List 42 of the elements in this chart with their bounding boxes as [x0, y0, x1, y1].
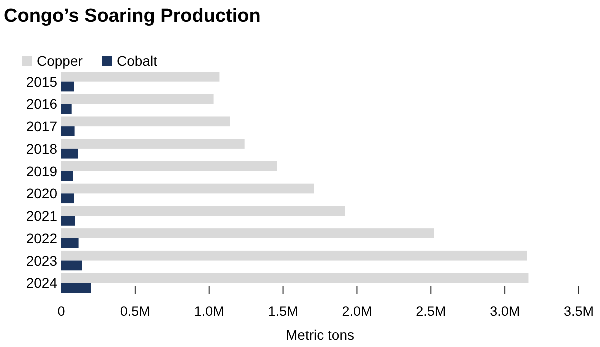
x-axis-title: Metric tons — [286, 327, 354, 343]
x-tick-label: 0.5M — [120, 304, 150, 319]
bar — [62, 139, 245, 149]
y-tick-label: 2024 — [26, 275, 58, 292]
legend-label: Cobalt — [117, 53, 158, 69]
y-tick-label: 2016 — [26, 96, 58, 112]
bar — [62, 238, 79, 248]
y-tick-label: 2023 — [26, 252, 58, 269]
x-tick-label: 3.0M — [490, 304, 520, 319]
y-tick-label: 2020 — [26, 186, 58, 202]
bar — [62, 104, 72, 114]
y-tick-label: 2015 — [26, 74, 58, 90]
bar — [62, 184, 314, 194]
bar — [62, 194, 74, 204]
x-tick-label: 1.0M — [194, 304, 224, 319]
bar — [62, 116, 230, 127]
bar — [62, 94, 214, 104]
y-tick-label: 2021 — [26, 208, 58, 224]
bar — [62, 82, 74, 92]
bar — [62, 72, 220, 82]
x-tick-label: 0 — [58, 304, 66, 319]
y-tick-label: 2018 — [26, 140, 58, 157]
bar — [62, 148, 79, 159]
bar — [62, 161, 278, 172]
bar — [62, 273, 529, 284]
bar — [62, 250, 528, 261]
x-tick-label: 2.0M — [342, 304, 372, 319]
x-tick-label: 3.5M — [564, 304, 594, 319]
bar — [62, 206, 346, 216]
bar — [62, 216, 76, 226]
x-tick-label: 1.5M — [268, 304, 298, 319]
bar — [62, 126, 75, 136]
bar — [62, 283, 92, 293]
x-tick-label: 2.5M — [416, 304, 446, 319]
y-tick-label: 2017 — [26, 118, 58, 135]
bar — [62, 228, 434, 238]
legend-label: Copper — [37, 53, 84, 69]
y-tick-label: 2019 — [26, 163, 58, 180]
y-tick-label: 2022 — [26, 230, 58, 246]
chart-title: Congo’s Soaring Production — [4, 6, 261, 27]
bar — [62, 260, 82, 271]
bar — [62, 171, 74, 182]
